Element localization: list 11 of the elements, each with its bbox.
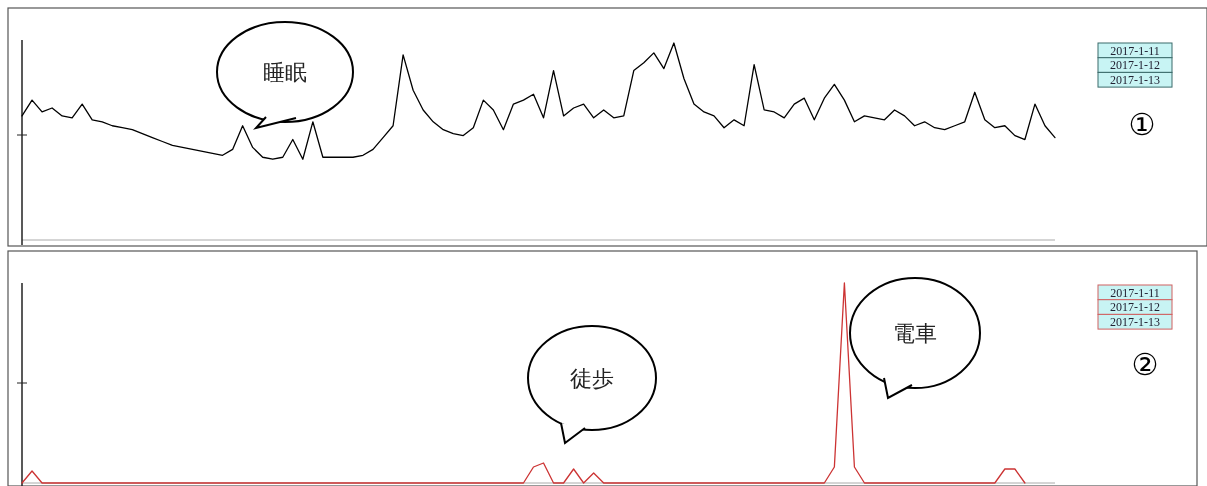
annotation: 電車 (893, 321, 937, 346)
text: 2017-1-11 (1110, 285, 1160, 300)
text: 2017-1-11 (1110, 43, 1160, 58)
text: 2017-1-12 (1110, 58, 1160, 73)
text: 2017-1-12 (1110, 300, 1160, 315)
text: 2017-1-13 (1110, 73, 1160, 88)
annotation: 徒歩 (570, 366, 614, 391)
text: ② (1131, 347, 1159, 382)
annotation: 睡眠 (263, 60, 307, 85)
text: 2017-1-13 (1110, 315, 1160, 330)
text: ① (1128, 107, 1156, 142)
